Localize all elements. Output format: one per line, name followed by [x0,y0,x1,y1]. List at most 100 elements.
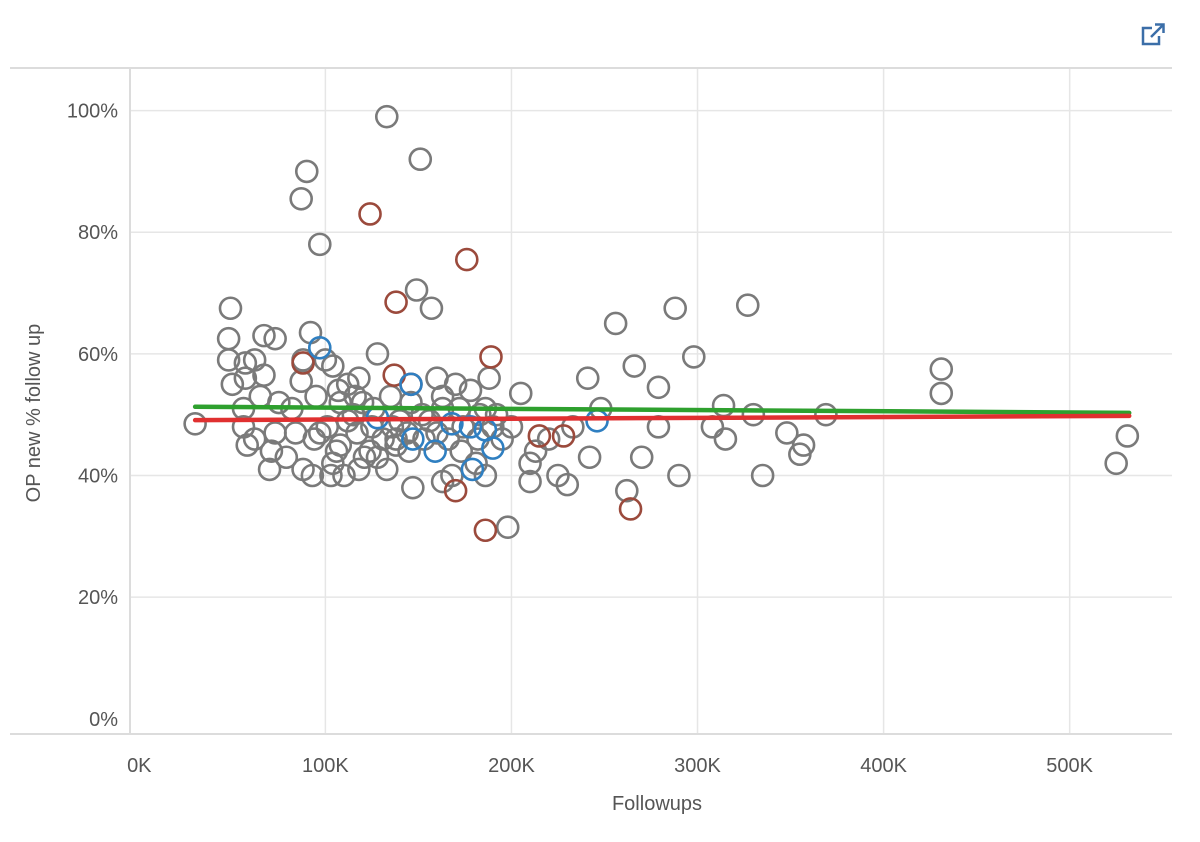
data-point[interactable] [358,202,382,226]
data-point[interactable] [347,457,371,482]
data-point[interactable] [257,457,282,482]
data-point[interactable] [399,372,423,397]
data-point[interactable] [713,427,738,451]
data-point[interactable] [615,478,639,503]
data-point[interactable] [347,366,371,390]
data-point[interactable] [929,357,954,381]
data-point[interactable] [443,478,468,503]
data-point[interactable] [458,378,483,403]
data-point[interactable] [551,424,576,448]
data-point[interactable] [646,375,671,400]
trend-line[interactable] [192,404,1132,416]
data-point[interactable] [750,463,775,488]
data-point[interactable] [499,415,524,439]
data-point[interactable] [395,421,420,445]
data-point[interactable] [252,323,276,348]
data-point[interactable] [319,463,343,488]
data-point[interactable] [384,290,408,314]
data-point[interactable] [479,345,503,369]
data-point[interactable] [473,463,498,488]
data-point[interactable] [384,427,408,451]
data-point[interactable] [711,393,736,418]
data-point[interactable] [484,402,509,427]
data-point[interactable] [814,402,838,427]
data-point[interactable] [443,372,468,397]
data-point[interactable] [508,381,533,406]
data-point[interactable] [302,427,327,451]
data-point[interactable] [397,439,421,463]
data-point[interactable] [233,351,258,375]
data-point[interactable] [575,366,600,390]
data-point[interactable] [788,442,812,467]
data-point[interactable] [307,335,332,360]
data-point[interactable] [220,372,245,397]
data-point[interactable] [735,293,760,318]
data-point[interactable] [352,445,377,470]
data-point[interactable] [603,311,628,336]
data-point[interactable] [618,497,643,521]
data-point[interactable] [585,408,609,433]
data-point[interactable] [216,326,241,351]
data-point[interactable] [929,381,954,406]
data-point[interactable] [536,427,561,451]
data-point[interactable] [365,445,390,470]
data-point[interactable] [401,475,425,500]
data-point[interactable] [419,296,444,321]
data-point[interactable] [449,439,474,463]
data-point[interactable] [775,421,799,445]
data-point[interactable] [267,390,291,415]
data-point[interactable] [378,384,403,409]
data-point[interactable] [527,424,552,448]
data-point[interactable] [454,247,479,272]
data-point[interactable] [300,463,325,488]
data-point[interactable] [350,390,375,415]
data-point[interactable] [401,427,425,451]
data-point[interactable] [741,402,766,427]
data-point[interactable] [326,378,351,403]
data-point[interactable] [218,296,243,321]
data-point[interactable] [622,354,647,378]
data-point[interactable] [274,445,299,470]
data-point[interactable] [259,439,284,463]
popout-button[interactable] [1138,20,1168,50]
data-point[interactable] [235,433,260,457]
data-point[interactable] [458,415,483,439]
data-point[interactable] [1115,424,1140,448]
data-point[interactable] [440,412,464,436]
data-point[interactable] [663,296,687,321]
data-point[interactable] [294,159,319,184]
data-point[interactable] [304,384,328,409]
data-point[interactable] [358,439,382,463]
trend-line[interactable] [192,413,1132,423]
data-point[interactable] [289,186,313,211]
data-point[interactable] [289,369,313,394]
data-point[interactable] [577,445,602,470]
data-point[interactable] [473,518,498,543]
data-point[interactable] [313,348,338,372]
data-point[interactable] [183,412,207,436]
data-point[interactable] [423,439,447,463]
data-point[interactable] [365,342,390,366]
data-point[interactable] [404,278,429,302]
data-point[interactable] [518,451,542,476]
data-point[interactable] [324,439,349,463]
data-point[interactable] [523,439,548,463]
data-point[interactable] [321,354,345,378]
data-point[interactable] [681,345,706,369]
data-point[interactable] [436,427,460,451]
data-point[interactable] [460,457,485,482]
data-point[interactable] [374,104,399,129]
data-point[interactable] [307,421,332,445]
data-point[interactable] [1104,451,1128,476]
data-point[interactable] [555,472,580,497]
data-point[interactable] [233,366,258,390]
data-point[interactable] [667,463,691,488]
data-point[interactable] [451,415,475,439]
data-point[interactable] [298,320,323,345]
data-point[interactable] [495,515,520,540]
data-point[interactable] [263,326,287,351]
data-point[interactable] [291,351,315,375]
data-point[interactable] [408,147,433,172]
data-point[interactable] [332,463,356,488]
data-point[interactable] [629,445,654,470]
